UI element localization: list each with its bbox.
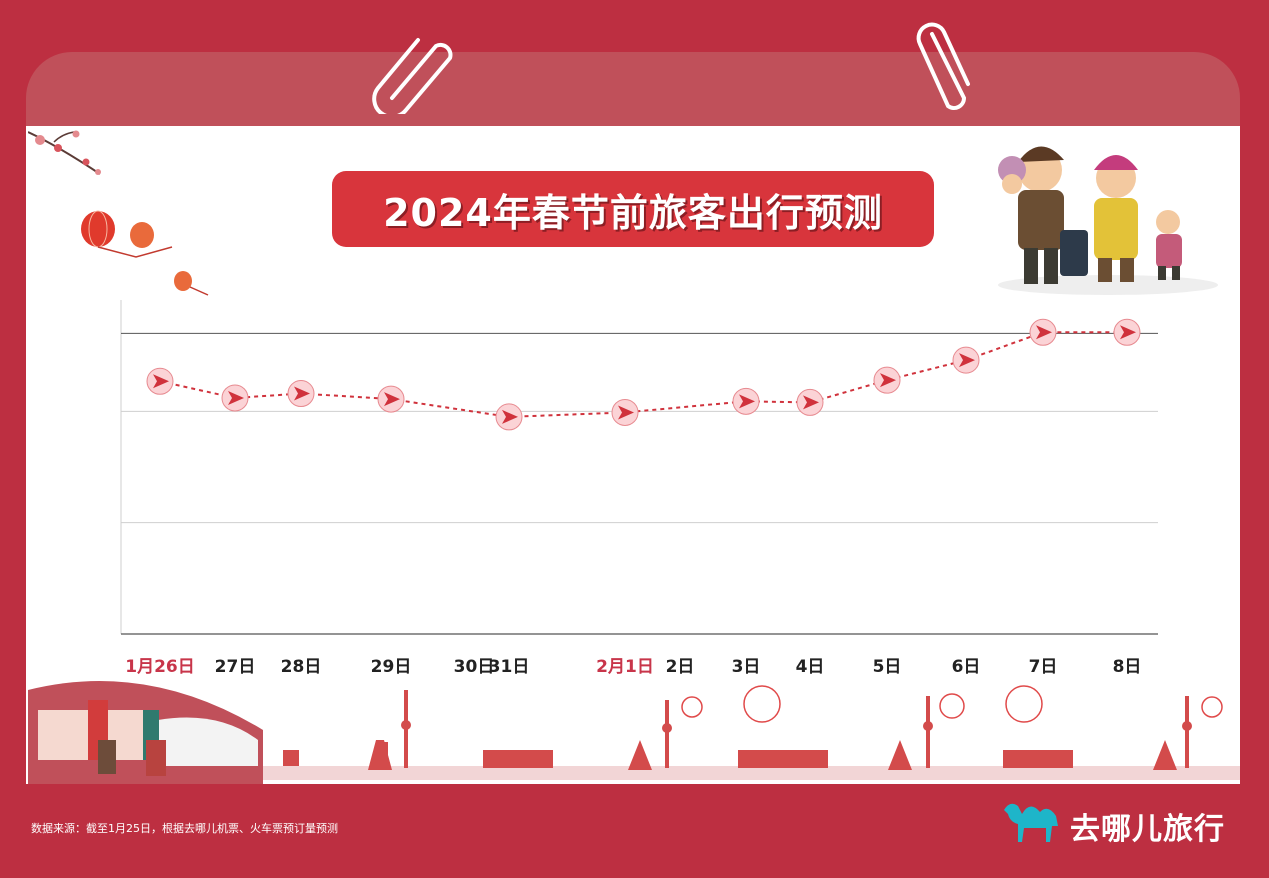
x-tick-label: 27日 [214, 657, 256, 677]
x-tick-label: 5日 [872, 657, 902, 677]
x-tick-label: 8日 [1112, 657, 1142, 677]
city-skyline-decoration [28, 681, 1240, 784]
arrow-icon [959, 353, 975, 368]
arrow-icon [153, 374, 169, 389]
traveling-family-illustration [998, 146, 1218, 295]
data-point [952, 346, 980, 374]
brand-name: 去哪儿旅行 [1070, 812, 1225, 847]
chart-title: 2024年春节前旅客出行预测 [383, 190, 883, 235]
arrow-icon [880, 373, 896, 388]
paperclip-icon [372, 38, 453, 114]
data-point [796, 388, 824, 416]
data-point [495, 403, 523, 431]
data-point [377, 385, 405, 413]
camel-icon [1004, 803, 1058, 842]
data-point [732, 387, 760, 415]
x-tick-label: 1月26日 [125, 657, 195, 677]
x-tick-label: 30日 [453, 657, 495, 677]
data-point [1029, 318, 1057, 346]
lantern-icon [81, 210, 209, 296]
arrow-icon [618, 405, 634, 420]
x-tick-label: 3日 [731, 657, 761, 677]
data-source-note: 数据来源：截至1月25日，根据去哪儿机票、火车票预订量预测 [31, 822, 338, 835]
x-tick-label: 6日 [951, 657, 981, 677]
arrow-icon [803, 395, 819, 410]
arrow-icon [1120, 325, 1136, 340]
x-tick-label: 28日 [280, 657, 322, 677]
data-point [287, 380, 315, 408]
arrow-icon [384, 392, 400, 407]
data-point [611, 398, 639, 426]
x-tick-label: 2月1日 [596, 657, 654, 677]
data-point [1113, 318, 1141, 346]
data-point [146, 367, 174, 395]
arrow-icon [228, 390, 244, 405]
data-point [221, 384, 249, 412]
x-tick-label: 2日 [665, 657, 695, 677]
x-tick-label: 29日 [370, 657, 412, 677]
arrow-icon [1036, 325, 1052, 340]
plum-blossom-icon [28, 130, 101, 175]
paperclip-icon [916, 22, 970, 110]
calendar-header-band [26, 52, 1240, 130]
chart-title-banner: 2024年春节前旅客出行预测 [332, 171, 934, 247]
arrow-icon [739, 394, 755, 409]
arrow-icon [294, 386, 310, 401]
x-tick-label: 4日 [795, 657, 825, 677]
arrow-icon [502, 409, 518, 424]
x-tick-label: 7日 [1028, 657, 1058, 677]
x-tick-label: 31日 [488, 657, 530, 677]
data-point [873, 366, 901, 394]
